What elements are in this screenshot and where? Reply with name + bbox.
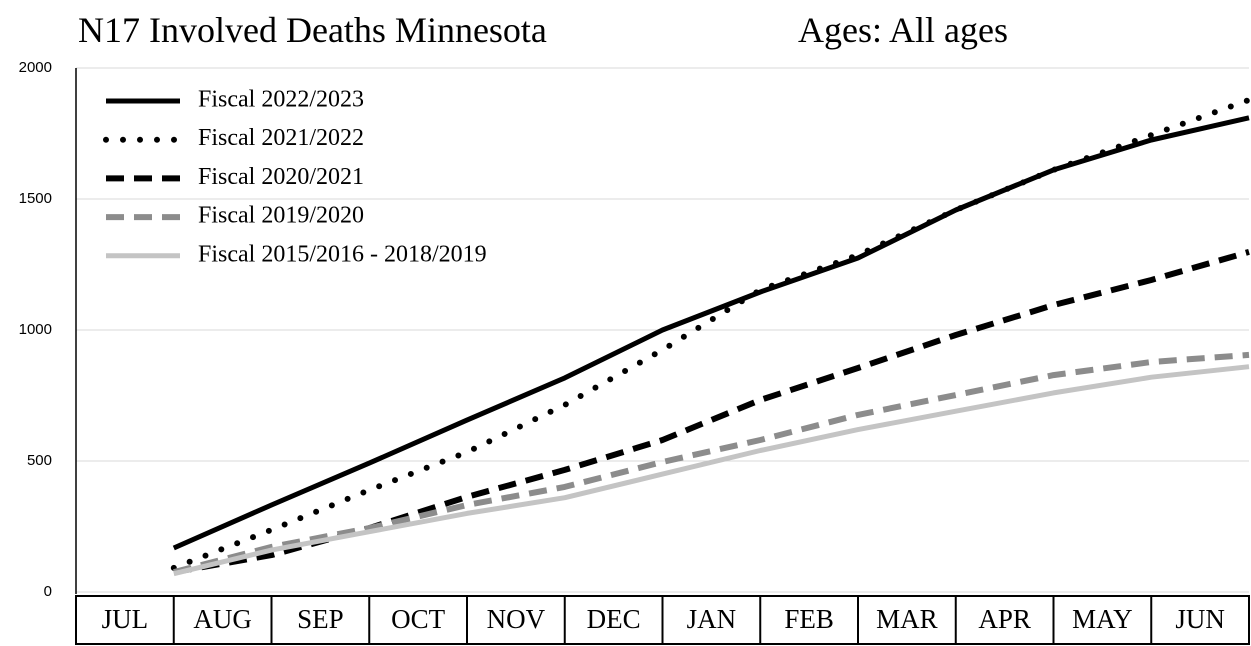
y-tick-label: 2000 <box>19 59 52 76</box>
x-tick-label: AUG <box>193 604 252 634</box>
legend-label: Fiscal 2019/2020 <box>198 203 364 229</box>
x-tick-label: MAR <box>876 604 938 634</box>
y-tick-label: 1000 <box>19 321 52 338</box>
x-tick-label: JAN <box>687 604 737 634</box>
y-tick-label: 1500 <box>19 190 52 207</box>
chart-subtitle: Ages: All ages <box>798 10 1008 50</box>
legend-label: Fiscal 2021/2022 <box>198 125 364 151</box>
legend-label: Fiscal 2022/2023 <box>198 87 364 113</box>
x-tick-label: NOV <box>487 604 546 634</box>
x-tick-label: FEB <box>784 604 834 634</box>
x-tick-label: JUL <box>102 604 149 634</box>
chart-title: N17 Involved Deaths Minnesota <box>78 10 547 50</box>
y-tick-label: 500 <box>27 452 52 469</box>
legend-label: Fiscal 2020/2021 <box>198 164 364 190</box>
x-tick-label: DEC <box>587 604 641 634</box>
legend-label: Fiscal 2015/2016 - 2018/2019 <box>198 241 487 267</box>
x-tick-label: JUN <box>1175 604 1225 634</box>
x-tick-label: MAY <box>1072 604 1133 634</box>
y-tick-label: 0 <box>44 583 52 600</box>
x-tick-label: OCT <box>391 604 446 634</box>
x-tick-label: SEP <box>297 604 344 634</box>
series-line <box>173 351 1250 576</box>
x-tick-label: APR <box>978 604 1031 634</box>
series-line <box>173 249 1250 576</box>
series-line <box>173 364 1250 577</box>
series-line <box>170 97 1251 571</box>
